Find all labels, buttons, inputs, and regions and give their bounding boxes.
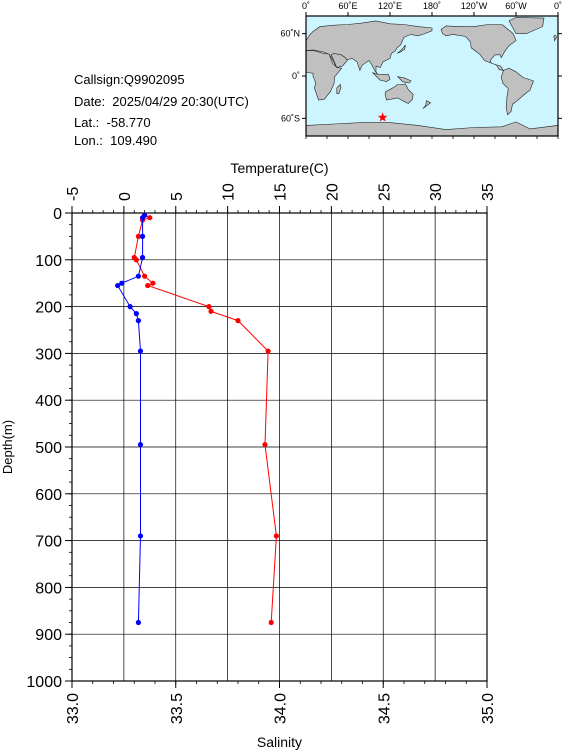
new-guinea-landmass — [396, 76, 412, 84]
madagascar-landmass — [336, 83, 342, 94]
map-lon-label: 180˚ — [423, 1, 441, 11]
salinity-point — [137, 348, 144, 354]
depth-tick-label: 600 — [35, 487, 62, 504]
depth-tick-label: 200 — [35, 300, 62, 317]
map-lon-label: 60˚W — [505, 1, 527, 11]
south-america-landmass — [500, 67, 534, 116]
depth-tick-label: 400 — [35, 393, 62, 410]
temperature-tick-label: -5 — [65, 187, 82, 201]
salinity-point — [135, 619, 141, 626]
salinity-tick-label: 35.0 — [480, 693, 497, 724]
temperature-point — [262, 442, 268, 448]
temperature-point — [265, 348, 271, 354]
salinity-point — [133, 311, 139, 317]
map-lon-label: 60˚E — [338, 1, 357, 11]
temperature-point — [235, 318, 241, 324]
north-america-landmass — [440, 24, 517, 71]
salinity-tick-label: 34.5 — [376, 693, 393, 724]
salinity-axis-label: Salinity — [257, 734, 302, 750]
depth-tick-label: 800 — [35, 580, 62, 597]
australia-landmass — [384, 83, 414, 104]
indonesia-landmass — [372, 72, 391, 82]
salinity-point — [139, 215, 146, 221]
temperature-point — [273, 533, 279, 539]
depth-tick-label: 0 — [53, 206, 62, 223]
depth-tick-label: 1000 — [26, 674, 62, 691]
temperature-point — [133, 257, 139, 263]
temperature-tick-label: 35 — [480, 183, 497, 201]
salinity-point — [139, 254, 146, 261]
uk-landmass — [553, 34, 557, 42]
depth-tick-label: 300 — [35, 346, 62, 363]
salinity-line — [116, 214, 145, 623]
map-lon-label: 120˚W — [461, 1, 488, 11]
temperature-tick-label: 10 — [221, 183, 238, 201]
temperature-point — [147, 215, 153, 221]
map-lon-label: 0˚ — [302, 1, 310, 11]
map-lat-label: 0˚ — [292, 71, 300, 81]
salinity-point — [137, 533, 144, 539]
temperature-series — [131, 212, 279, 626]
map-lat-label: 60˚S — [281, 113, 300, 123]
date-label: Date: 2025/04/29 20:30(UTC) — [74, 94, 249, 109]
salinity-point — [135, 318, 141, 324]
salinity-tick-label: 33.0 — [65, 693, 82, 724]
landmasses — [305, 17, 559, 137]
arabia-landmass — [330, 53, 348, 68]
salinity-point — [115, 282, 121, 289]
depth-tick-label: 900 — [35, 627, 62, 644]
temperature-tick-label: 5 — [169, 192, 186, 201]
map-lat-label: 60˚N — [280, 29, 300, 39]
salinity-point — [119, 280, 125, 286]
salinity-tick-label: 34.0 — [273, 693, 290, 724]
africa-landmass — [305, 50, 343, 101]
salinity-tick-label: 33.5 — [169, 693, 186, 724]
salinity-point — [139, 233, 146, 239]
latitude-label: Lat.: -58.770 — [74, 115, 151, 130]
station-marker-icon — [377, 112, 388, 122]
depth-tick-label: 100 — [35, 253, 62, 270]
callsign-label: Callsign:Q9902095 — [74, 72, 185, 87]
location-map: 0˚ 60˚E 120˚E 180˚ 120˚W 60˚W 0˚ 60˚N 0˚ 60˚S — [280, 1, 562, 139]
temperature-line — [133, 214, 277, 623]
temperature-tick-label: 30 — [428, 183, 445, 201]
temperature-point — [206, 304, 212, 310]
salinity-point — [127, 304, 133, 310]
temperature-point — [208, 308, 214, 314]
temperature-axis-label: Temperature(C) — [230, 160, 328, 176]
map-lon-label: 120˚E — [378, 1, 402, 11]
greenland-landmass — [508, 17, 545, 34]
temperature-tick-label: 25 — [376, 183, 393, 201]
temperature-point — [150, 280, 156, 286]
grid — [71, 212, 488, 682]
map-lon-label: 0˚ — [554, 1, 562, 11]
temperature-tick-label: 15 — [273, 183, 290, 201]
salinity-point — [135, 273, 141, 279]
temperature-point — [268, 619, 274, 626]
temperature-tick-label: 20 — [324, 183, 341, 201]
temperature-point — [145, 282, 151, 289]
salinity-point — [137, 442, 144, 448]
new-zealand-landmass — [422, 100, 432, 109]
temperature-point — [142, 273, 148, 279]
japan-landmass — [396, 44, 406, 54]
longitude-label: Lon.: 109.490 — [74, 133, 158, 148]
depth-tick-label: 700 — [35, 534, 62, 551]
temperature-tick-label: 0 — [117, 192, 134, 201]
salinity-series — [115, 212, 148, 626]
depth-axis-label: Depth(m) — [0, 420, 15, 474]
temperature-point — [135, 233, 141, 239]
depth-tick-label: 500 — [35, 440, 62, 457]
